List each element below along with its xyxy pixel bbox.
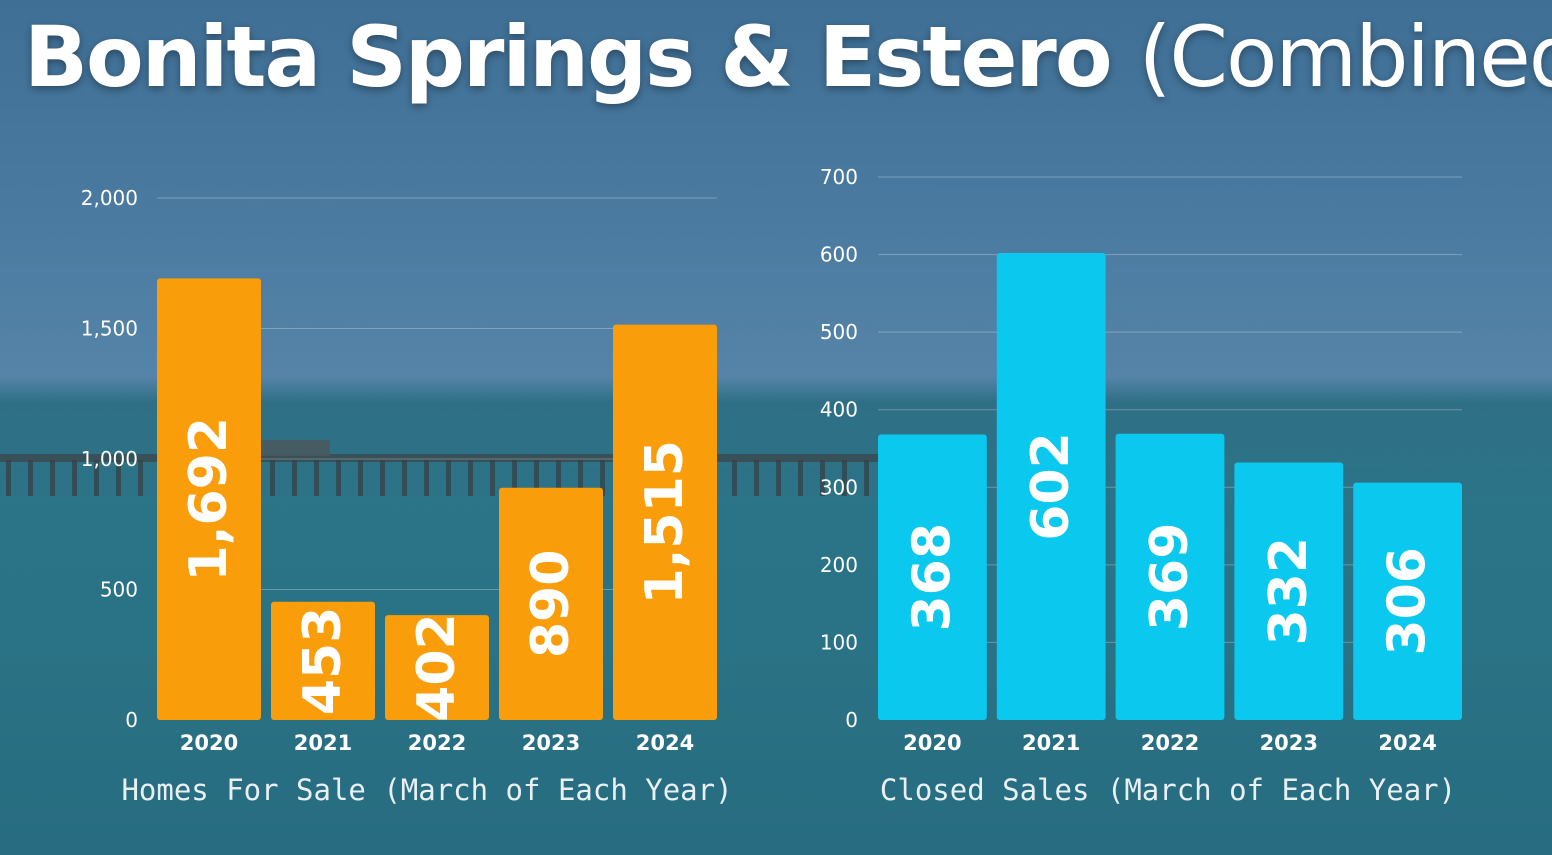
x-category-label: 2022 (408, 731, 466, 755)
y-tick-label: 1,000 (81, 447, 138, 471)
bar-2023 (499, 487, 603, 720)
bar-value-label: 332 (1259, 537, 1319, 646)
bar-2021 (996, 253, 1106, 720)
x-category-label: 2022 (1141, 731, 1199, 755)
x-category-label: 2023 (522, 731, 580, 755)
bar-2022 (385, 615, 489, 720)
x-category-label: 2024 (636, 731, 694, 755)
chart-homes-for-sale: 0 500 1,000 1,500 2,000 1,692 2020 453 2021 402 20… (81, 186, 733, 807)
bar-2024 (1353, 482, 1462, 720)
y-tick-label: 300 (820, 475, 858, 499)
bar-value-label: 453 (293, 607, 353, 716)
bar-2020 (157, 278, 261, 720)
y-tick-label: 500 (100, 578, 138, 602)
title-main: Bonita Springs & Estero (24, 8, 1113, 106)
y-tick-label: 0 (125, 708, 138, 732)
bar-value-label: 306 (1378, 547, 1438, 656)
x-category-label: 2024 (1378, 731, 1436, 755)
x-axis-title: Closed Sales (March of Each Year) (880, 773, 1456, 807)
bar-value-label: 890 (521, 550, 581, 659)
bar-value-label: 1,515 (635, 440, 695, 604)
bar-value-label: 602 (1021, 432, 1081, 541)
x-category-label: 2023 (1260, 731, 1318, 755)
bar-2023 (1234, 462, 1344, 720)
bar-2024 (613, 324, 717, 720)
x-category-label: 2021 (1022, 731, 1080, 755)
bar-value-label: 1,692 (179, 417, 239, 581)
bar-2020 (878, 434, 987, 720)
bar-2021 (271, 601, 375, 720)
bar-2022 (1115, 433, 1225, 720)
y-tick-label: 600 (820, 243, 858, 267)
y-tick-label: 200 (820, 553, 858, 577)
y-tick-label: 400 (820, 398, 858, 422)
bar-value-label: 369 (1140, 523, 1200, 632)
y-tick-label: 500 (820, 320, 858, 344)
y-tick-label: 0 (845, 708, 858, 732)
bar-value-label: 368 (902, 523, 962, 632)
y-tick-label: 700 (820, 165, 858, 189)
bar-value-label: 402 (407, 613, 467, 722)
y-tick-label: 1,500 (81, 317, 138, 341)
x-category-label: 2021 (294, 731, 352, 755)
x-category-label: 2020 (903, 731, 961, 755)
title-sub: (Combined) (1138, 8, 1552, 106)
y-tick-label: 100 (820, 630, 858, 654)
y-tick-label: 2,000 (81, 186, 138, 210)
chart-closed-sales: 0 100 200 300 400 500 600 700 368 2020 602 2021 369 2… (820, 165, 1462, 807)
x-axis-title: Homes For Sale (March of Each Year) (121, 773, 732, 807)
x-category-label: 2020 (180, 731, 238, 755)
page-title: Bonita Springs & Estero (Combined) (24, 8, 1552, 106)
